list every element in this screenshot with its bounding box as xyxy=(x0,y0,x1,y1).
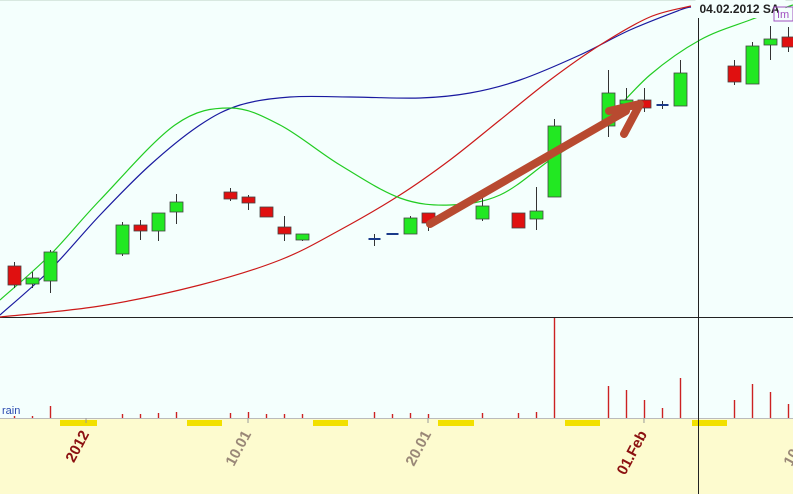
arrow-shaft xyxy=(426,107,630,228)
candle-body xyxy=(475,205,490,220)
candle-body xyxy=(403,217,418,235)
corner-label-box xyxy=(773,6,793,22)
trend-arrow xyxy=(426,100,644,228)
cursor: 04.02.2012 SA xyxy=(695,0,786,494)
weekend-marker xyxy=(565,420,600,426)
candle-body xyxy=(169,201,184,213)
corner-label: Im xyxy=(777,9,789,21)
candle-body xyxy=(133,224,148,232)
weekend-marker xyxy=(313,420,348,426)
weekend-markers xyxy=(60,420,727,426)
candle-body xyxy=(43,251,58,282)
plot-background xyxy=(0,0,793,418)
candle-body xyxy=(223,191,238,200)
candle-body xyxy=(673,72,688,107)
arrow-head xyxy=(605,100,644,138)
cursor-label: 04.02.2012 SA xyxy=(700,2,780,16)
indicator-lines xyxy=(0,4,793,318)
candles xyxy=(7,26,793,293)
candle-body xyxy=(7,265,22,286)
candle-body xyxy=(529,210,544,220)
candle-body xyxy=(763,38,778,46)
candle-body xyxy=(25,277,40,285)
weekend-marker xyxy=(438,420,474,426)
cursor-label-box xyxy=(695,0,786,18)
candle-body xyxy=(277,226,292,235)
weekend-marker xyxy=(60,420,97,426)
candle-body xyxy=(151,212,166,232)
volume-label: rain xyxy=(2,405,20,417)
candle-body xyxy=(781,36,793,48)
candle-body xyxy=(259,206,274,218)
candle-body xyxy=(547,125,562,198)
weekend-marker xyxy=(692,420,727,426)
moving-average-line xyxy=(0,4,793,301)
volume xyxy=(13,318,790,418)
weekend-marker xyxy=(187,420,222,426)
candle-body xyxy=(241,196,256,204)
axis-strip xyxy=(0,418,793,494)
moving-average-line xyxy=(0,6,692,316)
moving-average-line xyxy=(0,5,692,318)
candle-body xyxy=(511,212,526,229)
candle-body xyxy=(115,224,130,255)
candle-body xyxy=(295,233,310,241)
candle-body xyxy=(727,65,742,83)
candle-body xyxy=(745,45,760,85)
